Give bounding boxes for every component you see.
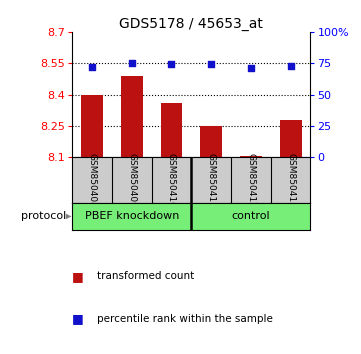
Text: GSM850411: GSM850411 [207,153,216,207]
Point [129,61,135,66]
Bar [121,76,143,157]
Text: PBEF knockdown: PBEF knockdown [84,211,179,222]
Bar [200,126,222,157]
Text: percentile rank within the sample: percentile rank within the sample [97,314,273,324]
Text: protocol: protocol [21,211,66,222]
Point [89,64,95,70]
Text: control: control [232,211,270,222]
Title: GDS5178 / 45653_at: GDS5178 / 45653_at [119,17,263,31]
Bar [161,103,182,157]
Text: ■: ■ [72,270,84,282]
Text: ■: ■ [72,312,84,325]
Text: GSM850412: GSM850412 [247,153,255,207]
Text: GSM850413: GSM850413 [286,153,295,207]
Bar [240,156,262,157]
Point [208,62,214,67]
Text: GSM850409: GSM850409 [127,153,136,207]
Text: GSM850408: GSM850408 [88,153,96,207]
Point [288,63,293,69]
Bar [280,120,301,157]
Text: GSM850410: GSM850410 [167,153,176,207]
Text: transformed count: transformed count [97,271,195,281]
Bar [81,95,103,157]
Point [248,65,254,71]
Point [169,62,174,67]
